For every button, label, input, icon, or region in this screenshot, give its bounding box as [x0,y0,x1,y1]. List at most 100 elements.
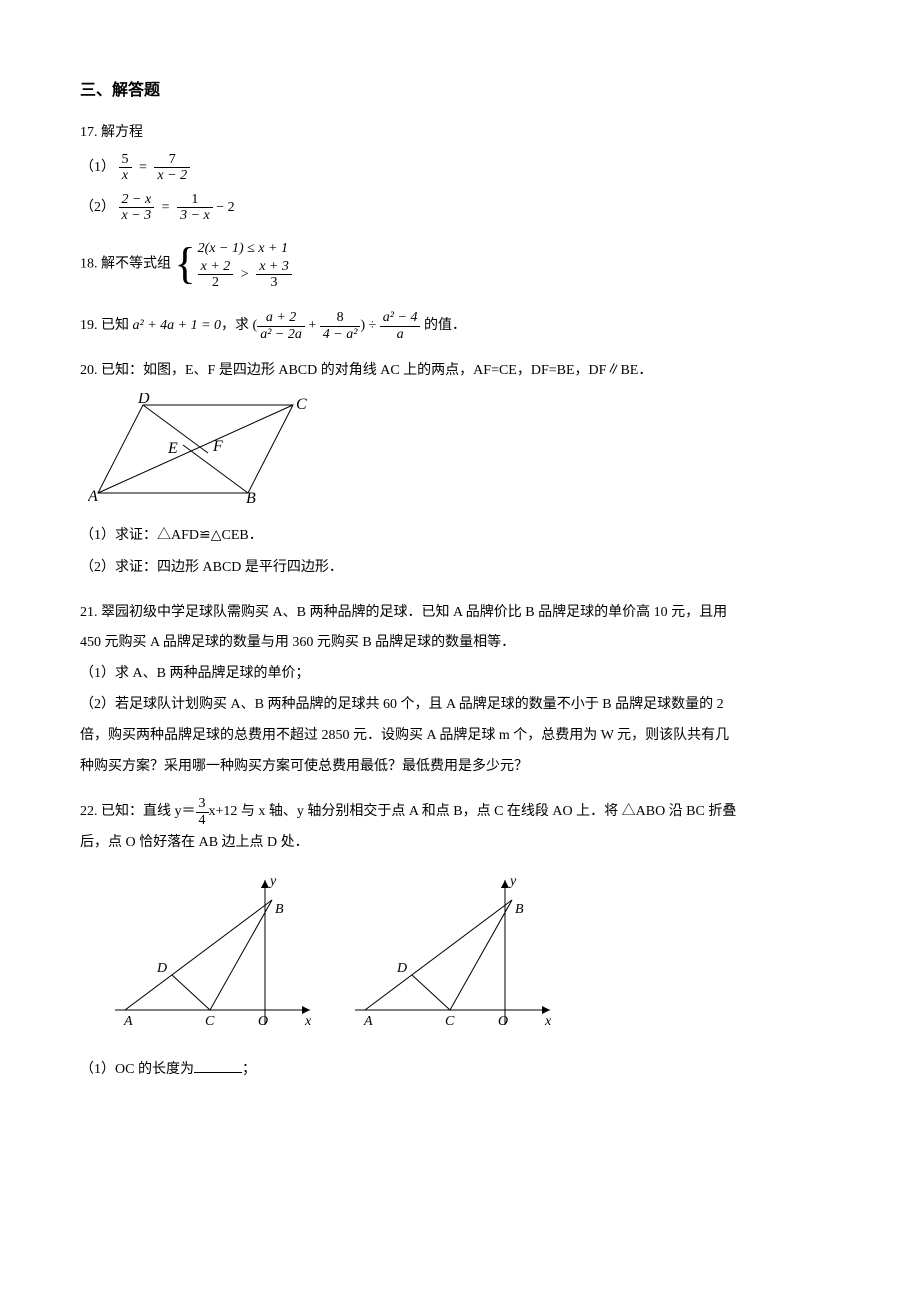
label-B: B [246,490,256,503]
p19-pre: 19. 已知 [80,318,133,333]
parallelogram-svg: D C E F A B [88,393,308,503]
problem-21: 21. 翠园初级中学足球队需购买 A、B 两种品牌的足球．已知 A 品牌价比 B… [80,598,840,783]
p21-line2: 450 元购买 A 品牌足球的数量与用 360 元购买 B 品牌足球的数量相等． [80,628,840,659]
num: 2 − x [119,192,155,207]
problem-19: 19. 已知 a² + 4a + 1 = 0，求 (a + 2a² − 2a +… [80,310,840,342]
den: a² − 2a [257,326,305,342]
frac-xplus2-over2: x + 2 2 [198,259,234,291]
frac-2mx-over-xm3: 2 − x x − 3 [119,192,155,224]
p17-stem: 17. 解方程 [80,122,840,144]
p22-line1: 22. 已知：直线 y＝34x+12 与 x 轴、y 轴分别相交于点 A 和点 … [80,796,840,828]
label-y: y [508,875,517,889]
p20-stem-text: 20. 已知：如图，E、F 是四边形 ABCD 的对角线 AC 上的两点，AF=… [80,363,652,378]
frac-7-over-xm2: 7 x − 2 [154,152,190,184]
label-F: F [212,438,223,455]
den: 3 − x [177,207,213,223]
label-D: D [137,393,150,407]
num: a + 2 [257,310,305,325]
p19-frac2: 84 − a² [320,310,361,342]
p21-part2-l3: 种购买方案？采用哪一种购买方案可使总费用最低？最低费用是多少元？ [80,752,840,783]
label-C: C [205,1014,215,1029]
div-sign: ÷ [365,318,380,333]
section-heading: 三、解答题 [80,78,840,104]
ineq-row1: 2(x − 1) ≤ x + 1 [198,238,292,259]
coord-graph-1: y B D A C O x [110,875,320,1035]
p21-part2-l1: （2）若足球队计划购买 A、B 两种品牌的足球共 60 个，且 A 品牌足球的数… [80,690,840,721]
eq-sign: = [162,200,170,215]
ineq-row2: x + 2 2 > x + 3 3 [198,259,292,291]
den: a [380,326,421,342]
p19-frac3: a² − 4a [380,310,421,342]
label-A: A [363,1014,373,1029]
label-A: A [123,1014,133,1029]
p17-part2-label: （2） [80,200,115,215]
num: 5 [119,152,132,167]
label-O: O [498,1014,508,1029]
p22-part1: （1）OC 的长度为 ； [80,1055,840,1086]
p21-part2-l2: 倍，购买两种品牌足球的总费用不超过 2850 元．设购买 A 品牌足球 m 个，… [80,721,840,752]
inequality-system: { 2(x − 1) ≤ x + 1 x + 2 2 > x + 3 3 [175,238,292,291]
den: x − 2 [154,167,190,183]
den: 2 [198,274,234,290]
label-D: D [156,961,167,976]
label-B: B [515,902,524,917]
p19-cond: a² + 4a + 1 = 0 [133,318,222,333]
frac-3-4: 34 [196,796,209,828]
p22-part1-post: ； [242,1062,256,1077]
p17-part1: （1） 5 x = 7 x − 2 [80,152,840,184]
num: 7 [154,152,190,167]
frac-1-over-3mx: 1 3 − x [177,192,213,224]
num: x + 2 [198,259,234,274]
p21-part1: （1）求 A、B 两种品牌足球的单价； [80,659,840,690]
tail-minus2: − 2 [216,200,234,215]
label-D: D [396,961,407,976]
p17-part1-label: （1） [80,160,115,175]
den: 3 [256,274,292,290]
p20-part1: （1）求证：△AFD≌△CEB． [80,525,840,547]
coord-graph-2: y B D A C O x [350,875,560,1035]
left-brace-icon: { [175,244,196,284]
label-y: y [268,875,277,889]
p19-mid: ，求 [221,318,253,333]
p22-pre: 22. 已知：直线 y＝ [80,805,196,820]
label-B: B [275,902,284,917]
fill-blank[interactable] [194,1058,242,1073]
problem-20: 20. 已知：如图，E、F 是四边形 ABCD 的对角线 AC 上的两点，AF=… [80,360,840,580]
frac-xplus3-over3: x + 3 3 [256,259,292,291]
p19-tail: 的值． [420,318,466,333]
label-x: x [544,1014,552,1029]
p19-frac1: a + 2a² − 2a [257,310,305,342]
gt-sign: > [241,267,249,282]
plus-sign: + [305,318,320,333]
num: x + 3 [256,259,292,274]
problem-18: 18. 解不等式组 { 2(x − 1) ≤ x + 1 x + 2 2 > x… [80,238,840,291]
label-O: O [258,1014,268,1029]
p21-line1: 21. 翠园初级中学足球队需购买 A、B 两种品牌的足球．已知 A 品牌价比 B… [80,598,840,629]
p20-stem: 20. 已知：如图，E、F 是四边形 ABCD 的对角线 AC 上的两点，AF=… [80,360,840,382]
problem-17: 17. 解方程 （1） 5 x = 7 x − 2 （2） 2 − x x − … [80,122,840,224]
num: 8 [320,310,361,325]
num: 1 [177,192,213,207]
p18-stem: 18. 解不等式组 [80,256,171,271]
label-C: C [296,396,307,413]
den: 4 − a² [320,326,361,342]
num: a² − 4 [380,310,421,325]
graph-pair: y B D A C O x y B D A C O x [110,875,840,1035]
p22-part1-pre: （1）OC 的长度为 [80,1062,194,1077]
eq-sign: = [139,160,147,175]
p22-post: x+12 与 x 轴、y 轴分别相交于点 A 和点 B，点 C 在线段 AO 上… [209,805,737,820]
parallelogram-figure: D C E F A B [88,393,840,511]
label-A: A [88,488,98,503]
frac-5-over-x: 5 x [119,152,132,184]
den: 4 [196,812,209,828]
problem-22: 22. 已知：直线 y＝34x+12 与 x 轴、y 轴分别相交于点 A 和点 … [80,796,840,1086]
label-x: x [304,1014,312,1029]
p17-part2: （2） 2 − x x − 3 = 1 3 − x − 2 [80,192,840,224]
den: x [119,167,132,183]
label-C: C [445,1014,455,1029]
num: 3 [196,796,209,811]
p20-part2: （2）求证：四边形 ABCD 是平行四边形． [80,557,840,579]
den: x − 3 [119,207,155,223]
label-E: E [167,440,178,457]
p22-line2: 后，点 O 恰好落在 AB 边上点 D 处． [80,828,840,859]
